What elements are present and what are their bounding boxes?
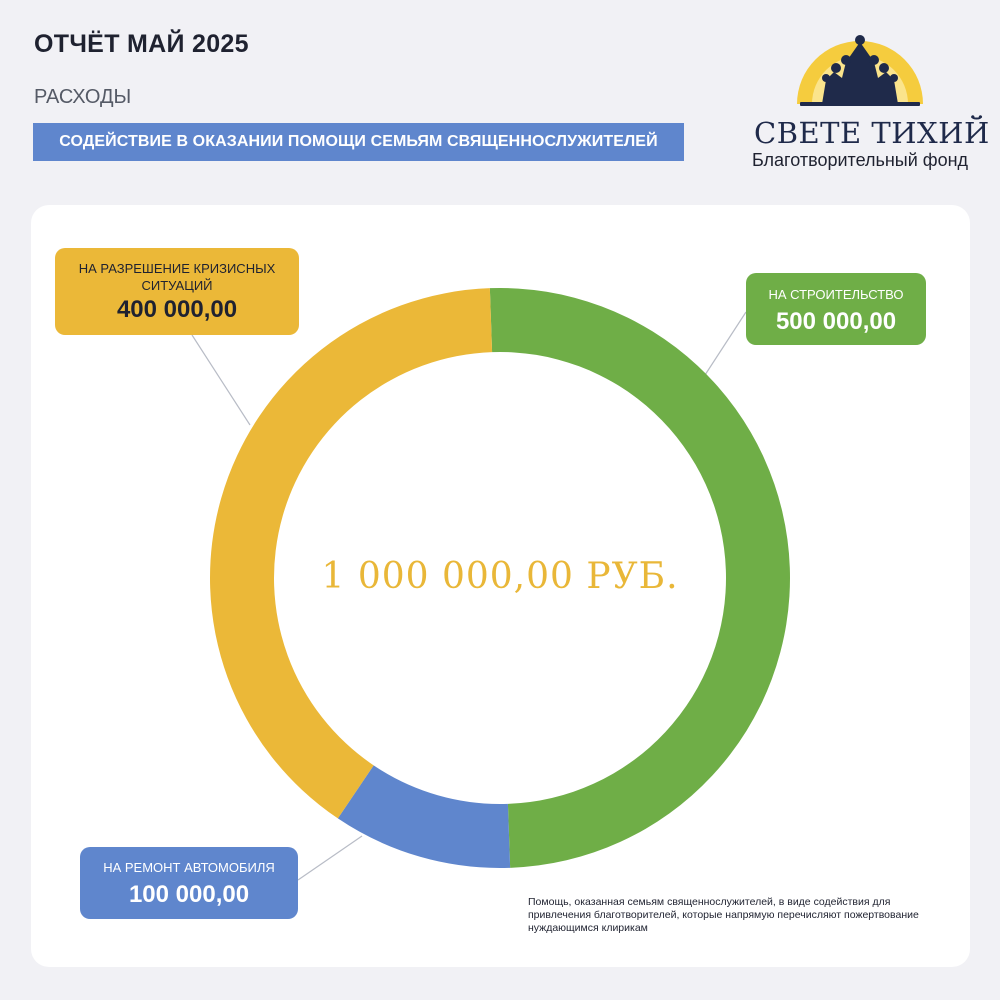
callout-car-repair-value: 100 000,00 [128, 881, 250, 908]
callout-car-repair: НА РЕМОНТ АВТОМОБИЛЯ 100 000,00 [80, 847, 298, 919]
leader-line-construction [704, 311, 747, 376]
leader-line-crisis [191, 334, 251, 426]
donut-slice-crisis [210, 288, 493, 819]
callout-construction: НА СТРОИТЕЛЬСТВО 500 000,00 [746, 273, 926, 345]
callout-crisis-label: НА РАЗРЕШЕНИЕ КРИЗИСНЫХ СИТУАЦИЙ [78, 261, 276, 293]
donut-slice-construction [489, 288, 790, 868]
callout-crisis-value: 400 000,00 [116, 296, 238, 323]
report-subtitle: РАСХОДЫ [34, 86, 132, 108]
footnote: Помощь, оказанная семьям священнослужите… [528, 896, 919, 934]
logo-name: СВЕТЕ ТИХИЙ [754, 116, 990, 150]
callout-construction-value: 500 000,00 [775, 308, 897, 335]
donut-slices [210, 288, 790, 868]
callout-leaders [191, 311, 747, 881]
callout-construction-label: НА СТРОИТЕЛЬСТВО [768, 287, 904, 302]
donut-slice-car-repair [337, 765, 511, 868]
donut-center-total: 1 000 000,00 РУБ. [321, 556, 679, 597]
category-banner: СОДЕЙСТВИЕ В ОКАЗАНИИ ПОМОЩИ СЕМЬЯМ СВЯЩ… [33, 123, 684, 161]
logo-subtitle: Благотворительный фонд [751, 150, 969, 170]
logo-emblem-icon [797, 35, 923, 106]
callout-crisis: НА РАЗРЕШЕНИЕ КРИЗИСНЫХ СИТУАЦИЙ 400 000… [55, 248, 299, 335]
report-title: ОТЧЁТ МАЙ 2025 [34, 30, 249, 58]
callout-car-repair-label: НА РЕМОНТ АВТОМОБИЛЯ [103, 860, 275, 875]
leader-line-car-repair [297, 835, 363, 881]
foundation-logo: СВЕТЕ ТИХИЙ Благотворительный фонд [740, 28, 990, 178]
